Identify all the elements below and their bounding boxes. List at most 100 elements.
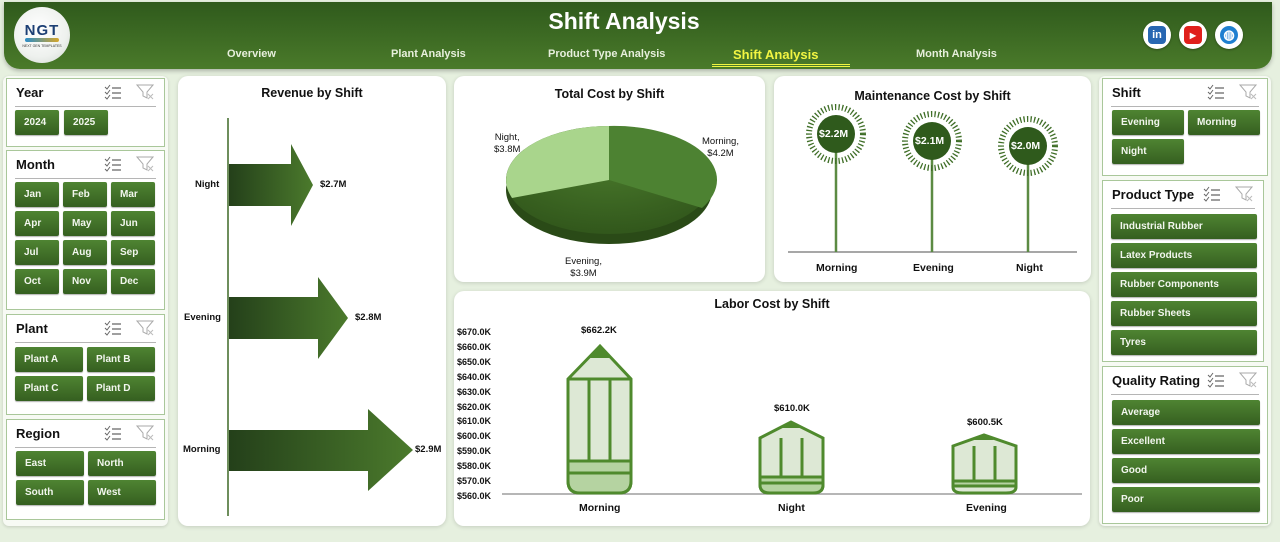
linkedin-icon: in [1148,26,1166,44]
slicer-item-aug[interactable]: Aug [63,240,107,265]
slicer-item-industrial-rubber[interactable]: Industrial Rubber [1111,214,1257,239]
logo-wave-icon [25,38,59,42]
tab-product-type-analysis[interactable]: Product Type Analysis [548,48,666,60]
slicer-item-north[interactable]: North [88,451,156,476]
slicer-product-type: Product Type Industrial Rubber Latex Pro… [1102,180,1264,362]
chart-maintenance-cost-by-shift: Maintenance Cost by Shift $2.2M $2.1M $2… [774,76,1091,282]
category-label-morning: Morning [183,444,221,455]
slicer-item-latex-products[interactable]: Latex Products [1111,243,1257,268]
slicer-item-mar[interactable]: Mar [111,182,155,207]
youtube-button[interactable]: ▶ [1179,21,1207,49]
multi-select-icon[interactable] [104,156,122,172]
slicer-item-west[interactable]: West [88,480,156,505]
slicer-item-dec[interactable]: Dec [111,269,155,294]
slicer-item-rubber-components[interactable]: Rubber Components [1111,272,1257,297]
multi-select-icon[interactable] [104,320,122,336]
slicer-title: Year [16,85,44,100]
linkedin-button[interactable]: in [1143,21,1171,49]
value-label-morning: $2.2M [819,128,849,140]
slicer-item-apr[interactable]: Apr [15,211,59,236]
value-label-night: $2.0M [1011,140,1041,152]
slicer-item-nov[interactable]: Nov [63,269,107,294]
multi-select-icon[interactable] [104,84,122,100]
logo-subtext: NEXT GEN TEMPLATES [22,44,62,48]
multi-select-icon[interactable] [104,425,122,441]
slicer-item-rubber-sheets[interactable]: Rubber Sheets [1111,301,1257,326]
y-axis-ticks: $670.0K $660.0K $650.0K $640.0K $630.0K … [457,327,492,501]
category-label-night: Night [1016,262,1043,274]
slicer-title: Shift [1112,85,1141,100]
slicer-divider [15,178,156,179]
slicer-divider [1111,106,1259,107]
tab-plant-analysis[interactable]: Plant Analysis [391,48,466,60]
value-label-night: $610.0K [774,403,810,414]
chart-title: Maintenance Cost by Shift [854,89,1011,103]
slicer-item-plant-a[interactable]: Plant A [15,347,83,372]
slicer-title: Quality Rating [1112,373,1201,388]
slicer-item-tyres[interactable]: Tyres [1111,330,1257,355]
slicer-item-evening[interactable]: Evening [1112,110,1184,135]
company-logo: NGT NEXT GEN TEMPLATES [14,7,70,63]
clear-filter-icon[interactable] [1239,372,1257,388]
value-label-evening: $600.5K [967,417,1003,428]
slicer-item-2025[interactable]: 2025 [64,110,108,135]
website-button[interactable]: ◍ [1215,21,1243,49]
slicer-item-plant-b[interactable]: Plant B [87,347,155,372]
slicer-item-sep[interactable]: Sep [111,240,155,265]
tab-shift-analysis[interactable]: Shift Analysis [733,47,819,62]
pencil-morning [566,343,633,495]
slicer-item-jun[interactable]: Jun [111,211,155,236]
data-label-morning: Morning, $4.2M [702,136,739,159]
category-label-night: Night [778,502,805,514]
category-label-morning: Morning [579,502,621,514]
data-label-night: Night, $3.8M [494,132,521,155]
slicer-title: Month [16,157,55,172]
slice-morning [609,125,718,208]
value-label-evening: $2.1M [915,135,945,147]
starburst-night [998,116,1058,176]
bar-morning [229,409,413,491]
value-label-night: $2.7M [320,179,347,190]
slicer-item-average[interactable]: Average [1112,400,1260,425]
active-tab-underline [712,64,850,67]
slicer-item-south[interactable]: South [16,480,84,505]
slicer-item-oct[interactable]: Oct [15,269,59,294]
globe-icon: ◍ [1220,26,1238,44]
slicer-item-east[interactable]: East [16,451,84,476]
slicer-divider [15,342,156,343]
slicer-item-excellent[interactable]: Excellent [1112,429,1260,454]
clear-filter-icon[interactable] [136,320,154,336]
value-label-morning: $2.9M [415,444,442,455]
slicer-title: Region [16,426,61,441]
slicer-item-feb[interactable]: Feb [63,182,107,207]
slice-night [506,126,609,198]
clear-filter-icon[interactable] [1235,186,1253,202]
multi-select-icon[interactable] [1203,186,1221,202]
clear-filter-icon[interactable] [136,425,154,441]
chart-total-cost-by-shift: Total Cost by Shift Night, $3.8M Morning… [454,76,765,282]
category-label-morning: Morning [816,262,858,274]
slicer-item-plant-c[interactable]: Plant C [15,376,83,401]
tab-month-analysis[interactable]: Month Analysis [916,48,997,60]
slicer-item-good[interactable]: Good [1112,458,1260,483]
slicer-item-jan[interactable]: Jan [15,182,59,207]
slicer-item-2024[interactable]: 2024 [15,110,59,135]
multi-select-icon[interactable] [1207,84,1225,100]
chart-title: Revenue by Shift [261,86,363,100]
slicer-item-night[interactable]: Night [1112,139,1184,164]
slicer-item-plant-d[interactable]: Plant D [87,376,155,401]
clear-filter-icon[interactable] [1239,84,1257,100]
multi-select-icon[interactable] [1207,372,1225,388]
slicer-item-poor[interactable]: Poor [1112,487,1260,512]
logo-text: NGT [24,22,60,39]
slicer-item-jul[interactable]: Jul [15,240,59,265]
chart-revenue-by-shift: Revenue by Shift Night $2.7M Evening $2.… [178,76,446,526]
slicer-item-morning[interactable]: Morning [1188,110,1260,135]
tab-overview[interactable]: Overview [227,48,276,60]
clear-filter-icon[interactable] [136,84,154,100]
slicer-divider [1111,208,1255,209]
slicer-item-may[interactable]: May [63,211,107,236]
slicer-month: Month Jan Feb Mar Apr May Jun Jul Aug Se… [6,150,165,310]
slicer-title: Product Type [1112,187,1195,202]
clear-filter-icon[interactable] [136,156,154,172]
